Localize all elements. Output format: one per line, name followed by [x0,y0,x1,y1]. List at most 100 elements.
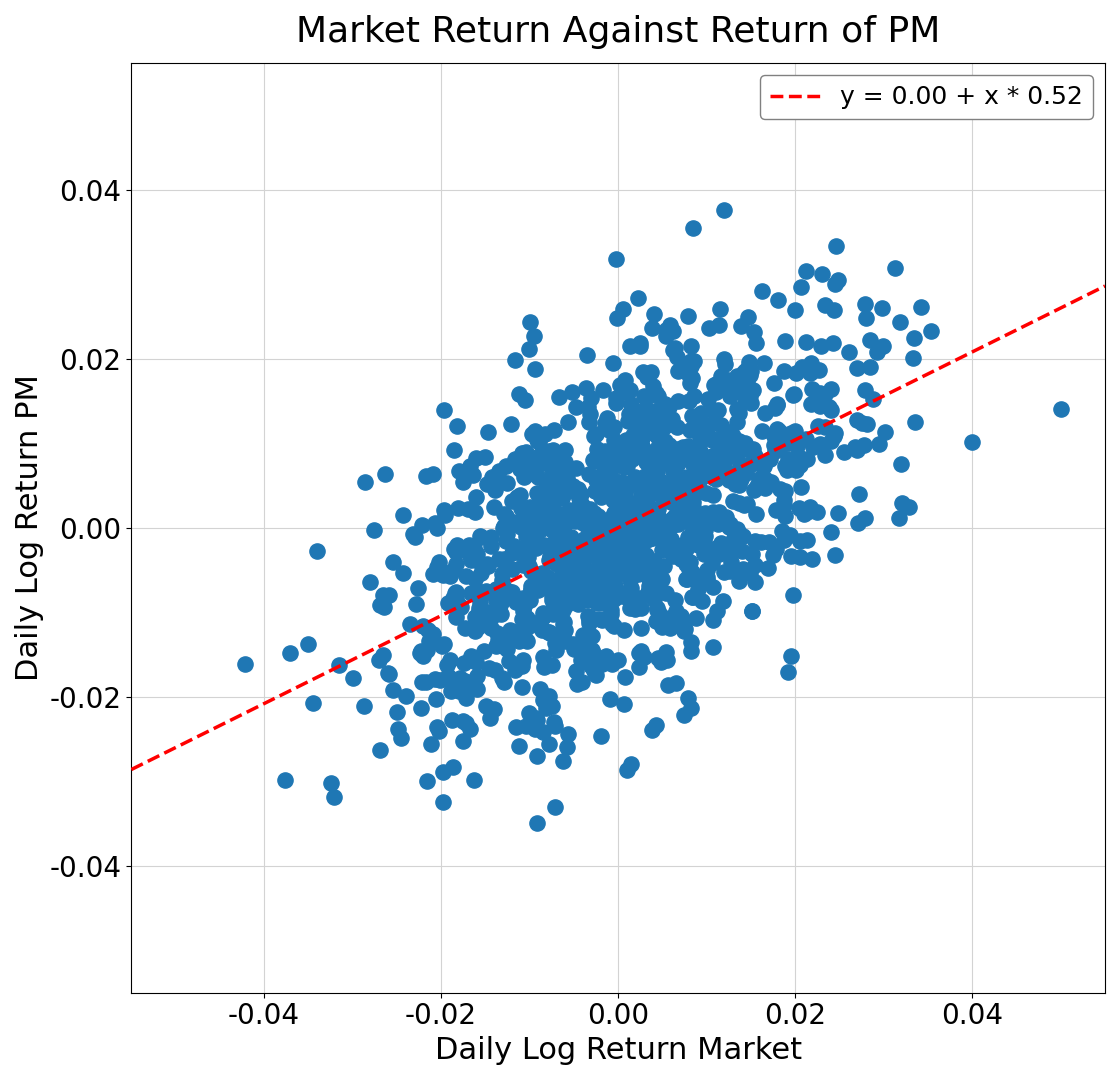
Point [557,632,575,649]
Point [680,354,698,372]
Point [746,573,764,591]
Point [730,524,748,541]
Point [631,645,648,662]
Point [487,580,505,597]
Point [698,571,716,589]
Point [607,446,625,463]
Point [697,510,715,527]
Point [600,421,618,438]
Point [485,607,503,624]
Point [771,481,788,498]
Point [756,354,774,372]
Point [656,584,674,602]
Point [623,409,641,427]
Point [512,518,530,536]
Point [709,401,727,418]
Point [691,416,709,433]
Point [643,721,661,739]
Point [613,584,631,602]
Point [515,540,533,557]
Point [568,544,586,562]
Point [691,432,709,449]
Point [741,564,759,581]
Point [482,538,500,555]
Point [572,651,590,669]
Point [735,364,753,381]
Point [683,475,701,492]
Point [381,665,399,683]
Point [640,444,657,461]
Point [636,468,654,485]
Point [622,395,640,413]
Point [861,332,879,349]
Point [525,327,543,345]
Point [564,477,582,495]
Point [553,489,571,507]
Point [711,416,729,433]
Point [486,481,504,498]
Point [640,551,657,568]
Point [500,582,517,599]
Point [811,397,829,415]
Point [325,788,343,806]
Point [618,761,636,779]
Point [648,427,666,444]
Point [672,508,690,525]
Point [668,674,685,691]
Point [619,542,637,559]
Point [707,544,725,562]
Point [517,514,535,531]
Point [766,443,784,460]
Point [495,505,513,523]
Point [601,600,619,618]
Point [808,503,825,521]
Point [599,582,617,599]
Point [573,674,591,691]
Point [905,329,923,347]
Point [624,558,642,576]
Point [541,548,559,565]
Point [496,457,514,474]
Point [710,545,728,563]
Point [543,536,561,553]
Point [412,642,430,659]
Point [610,495,628,512]
Point [643,529,661,546]
Point [864,391,881,408]
Point [418,772,436,789]
Point [624,472,642,489]
Point [529,484,547,501]
Point [504,544,522,562]
Point [448,537,466,554]
Point [578,379,596,396]
Point [776,483,794,500]
Point [754,459,772,476]
Point [1053,400,1071,417]
Point [599,540,617,557]
Point [477,582,495,599]
Point [616,372,634,389]
Point [683,503,701,521]
Point [756,404,774,421]
Point [585,504,603,522]
Point [740,353,758,370]
Point [554,563,572,580]
Point [704,447,722,464]
Point [544,550,562,567]
Point [540,511,558,528]
Point [561,554,579,571]
Point [568,399,586,416]
Point [724,428,741,445]
Point [450,683,468,700]
Point [743,603,760,620]
Point [534,500,552,517]
Point [503,416,521,433]
Point [615,531,633,549]
Point [690,570,708,588]
Point [632,500,650,517]
Point [678,555,696,572]
Point [460,545,478,563]
Point [558,469,576,486]
Point [429,718,447,735]
Point [426,671,444,688]
